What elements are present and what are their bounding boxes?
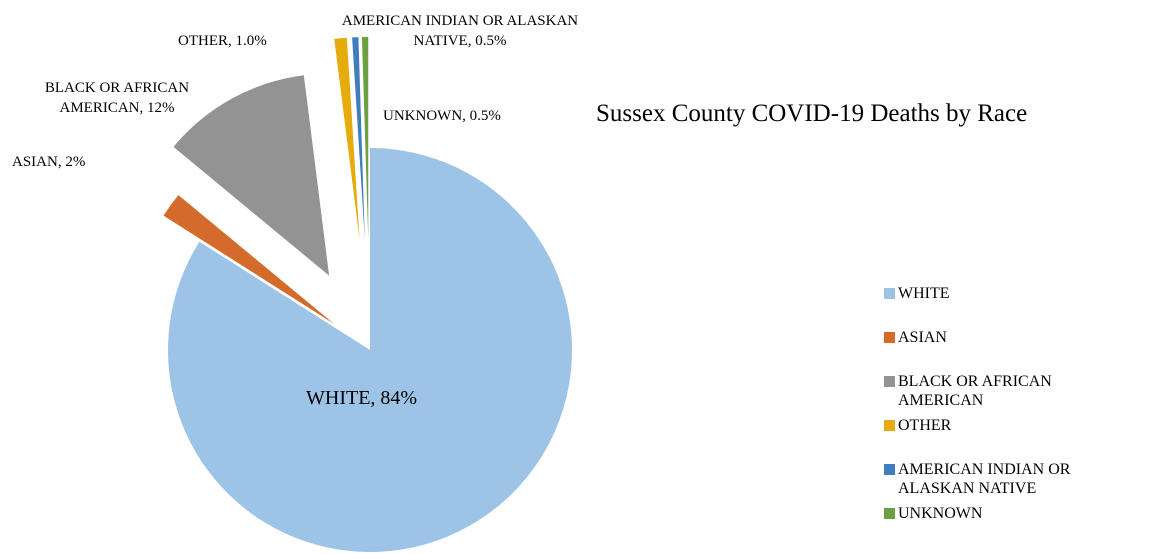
legend-item-american-indian: AMERICAN INDIAN OR ALASKAN NATIVE [884,460,1088,498]
legend-item-unknown: UNKNOWN [884,504,1138,523]
legend-item-white: WHITE [884,284,1138,303]
legend-label-american-indian: AMERICAN INDIAN OR ALASKAN NATIVE [898,460,1088,498]
data-label-other: OTHER, 1.0% [178,31,267,51]
legend-swatch-white [884,288,895,299]
legend-item-asian: ASIAN [884,328,1138,347]
data-label-asian: ASIAN, 2% [12,152,85,172]
legend-item-black: BLACK OR AFRICAN AMERICAN [884,372,1078,410]
legend-label-white: WHITE [898,284,1138,303]
legend-swatch-other [884,420,895,431]
data-label-black: BLACK OR AFRICAN AMERICAN, 12% [12,78,222,118]
legend-label-asian: ASIAN [898,328,1138,347]
pie-slice-white [168,148,572,552]
data-label-unknown: UNKNOWN, 0.5% [383,106,501,126]
legend-swatch-asian [884,332,895,343]
data-label-american-indian: AMERICAN INDIAN OR ALASKAN NATIVE, 0.5% [340,11,580,51]
legend-swatch-american-indian [884,464,895,475]
legend-label-unknown: UNKNOWN [898,504,1138,523]
data-label-white: WHITE, 84% [306,388,417,408]
legend-label-other: OTHER [898,416,1138,435]
legend-label-black: BLACK OR AFRICAN AMERICAN [898,372,1078,410]
legend-item-other: OTHER [884,416,1138,435]
legend-swatch-black [884,376,895,387]
chart-title: Sussex County COVID-19 Deaths by Race [596,100,1027,128]
pie-slice-american-indian [352,37,365,239]
legend-swatch-unknown [884,508,895,519]
